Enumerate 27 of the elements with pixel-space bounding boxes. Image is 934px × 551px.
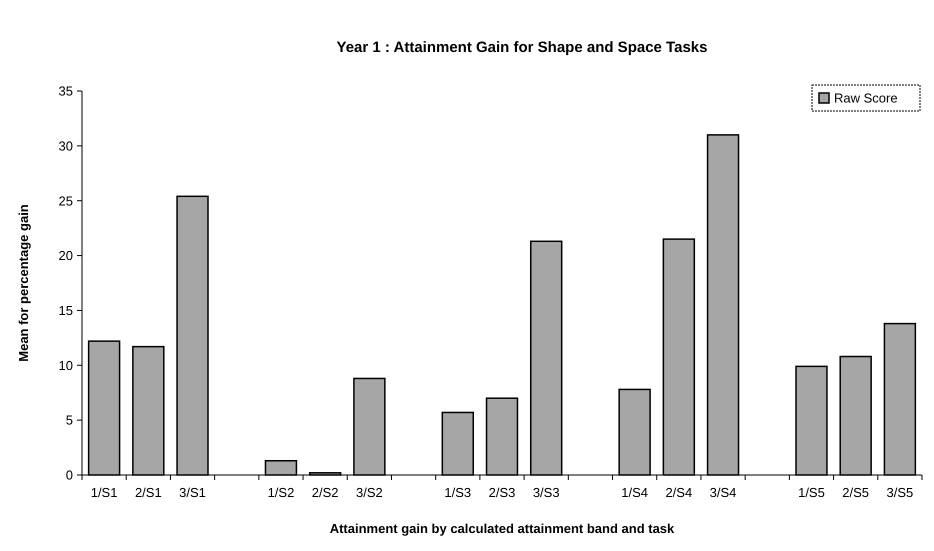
y-tick-label: 10 <box>58 358 73 373</box>
x-tick-label: 3/S2 <box>356 485 383 500</box>
x-tick-label: 3/S5 <box>886 485 914 500</box>
x-tick-label: 3/S1 <box>179 485 206 500</box>
x-tick-label: 2/S1 <box>134 485 162 500</box>
x-tick-label: 2/S2 <box>312 485 339 500</box>
x-tick-label: 3/S4 <box>710 485 736 500</box>
y-tick-label: 0 <box>66 468 73 483</box>
x-axis-title: Attainment gain by calculated attainment band and task <box>330 521 676 536</box>
x-tick-label: 1/S1 <box>90 485 118 500</box>
y-tick-label: 5 <box>66 412 73 428</box>
x-tick-label: 3/S3 <box>532 485 560 500</box>
y-axis-title: Mean for percentage gain <box>16 204 31 362</box>
x-tick-label: 1/S2 <box>268 485 294 500</box>
chart-title: Year 1 : Attainment Gain for Shape and Space Tasks <box>336 39 708 56</box>
y-tick-label: 15 <box>58 302 73 318</box>
y-tick-label: 35 <box>58 84 73 99</box>
x-tick-label: 2/S4 <box>665 485 692 500</box>
x-tick-label: 2/S5 <box>842 485 870 500</box>
x-tick-label: 1/S5 <box>798 485 825 500</box>
legend-label: Raw Score <box>834 90 898 106</box>
y-tick-label: 30 <box>58 138 73 154</box>
x-tick-label: 2/S3 <box>488 485 516 500</box>
y-tick-label: 20 <box>58 248 73 264</box>
y-tick-label: 25 <box>58 193 73 208</box>
x-tick-label: 1/S4 <box>621 485 648 500</box>
x-tick-label: 1/S3 <box>444 485 472 500</box>
